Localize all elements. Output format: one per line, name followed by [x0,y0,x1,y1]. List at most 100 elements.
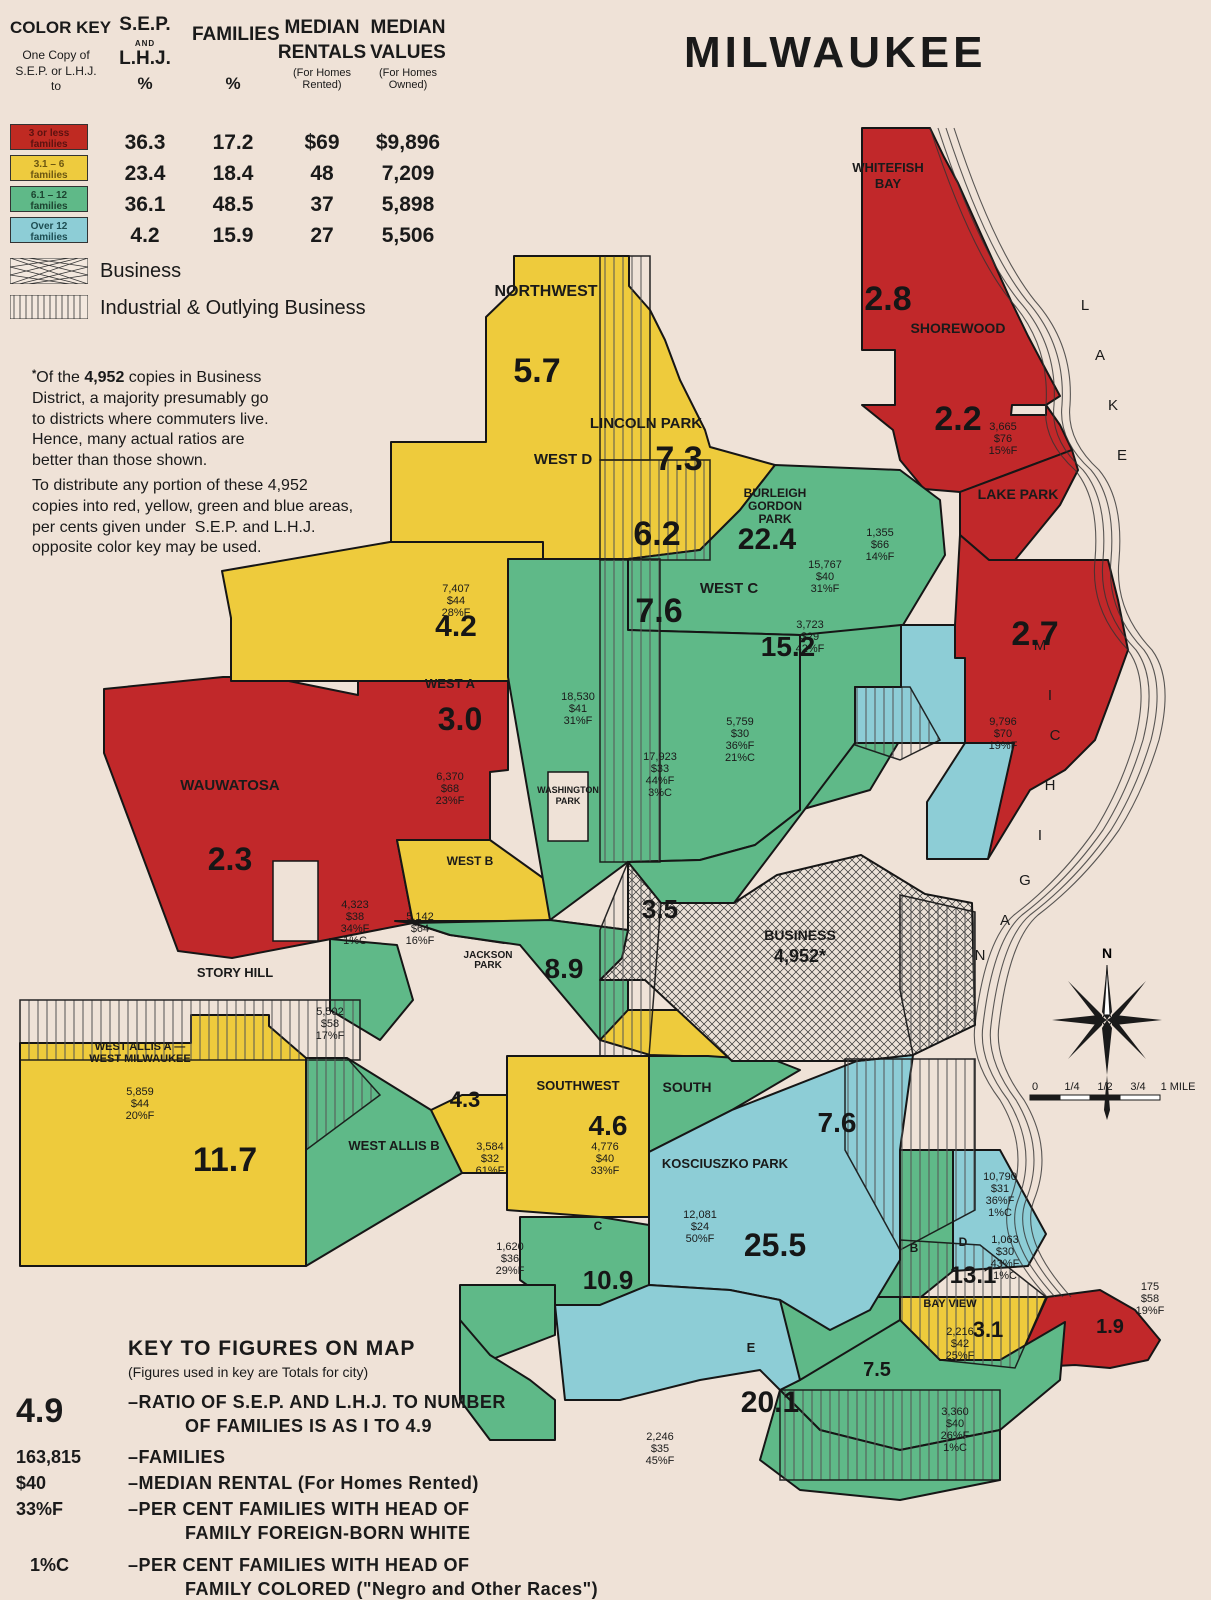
svg-text:E: E [1117,447,1127,464]
svg-text:I: I [1038,827,1042,844]
svg-text:$44: $44 [131,1098,149,1110]
svg-text:1%C: 1%C [943,1442,967,1454]
svg-text:7,407: 7,407 [442,583,470,595]
svg-text:SOUTH: SOUTH [663,1079,712,1095]
svg-text:1/4: 1/4 [1064,1081,1079,1093]
svg-text:5,142: 5,142 [406,911,434,923]
svg-text:4.2: 4.2 [435,610,477,643]
svg-text:6,370: 6,370 [436,771,464,783]
svg-text:19%F: 19%F [989,740,1018,752]
svg-text:GORDON: GORDON [748,499,802,513]
svg-text:E: E [747,1340,756,1355]
svg-text:14%F: 14%F [866,551,895,563]
svg-text:A: A [1000,912,1010,929]
svg-text:BUSINESS: BUSINESS [764,927,836,943]
svg-text:$76: $76 [994,433,1012,445]
svg-text:PARK: PARK [556,796,581,806]
svg-text:$68: $68 [441,783,459,795]
svg-text:SOUTHWEST: SOUTHWEST [536,1078,619,1093]
svg-text:2.8: 2.8 [864,280,911,318]
svg-text:$30: $30 [731,728,749,740]
svg-text:N: N [1102,945,1112,961]
svg-text:25.5: 25.5 [744,1227,806,1263]
svg-text:$40: $40 [596,1153,614,1165]
svg-text:1%C: 1%C [993,1270,1017,1282]
svg-text:WEST D: WEST D [534,451,592,468]
svg-text:LAKE PARK: LAKE PARK [978,486,1059,502]
svg-text:0: 0 [1032,1081,1038,1093]
svg-text:H: H [1045,777,1056,794]
svg-text:7.6: 7.6 [818,1107,857,1138]
svg-text:4.3: 4.3 [450,1087,481,1112]
svg-text:$31: $31 [991,1183,1009,1195]
svg-text:13.1: 13.1 [950,1262,997,1289]
svg-text:K: K [1108,397,1118,414]
svg-text:WEST B: WEST B [447,854,494,868]
svg-text:WEST A: WEST A [425,676,476,691]
svg-text:KOSCIUSZKO PARK: KOSCIUSZKO PARK [662,1156,789,1171]
svg-text:15.2: 15.2 [761,631,816,662]
svg-text:$44: $44 [447,595,465,607]
svg-text:$58: $58 [321,1018,339,1030]
svg-text:3/4: 3/4 [1130,1081,1145,1093]
svg-text:2.2: 2.2 [934,400,981,438]
svg-text:10.9: 10.9 [583,1265,634,1295]
svg-text:33%F: 33%F [591,1165,620,1177]
svg-text:$33: $33 [651,763,669,775]
svg-text:15%F: 15%F [989,445,1018,457]
svg-text:50%F: 50%F [686,1233,715,1245]
svg-text:$58: $58 [1141,1293,1159,1305]
svg-text:26%F: 26%F [941,1430,970,1442]
svg-text:BAY VIEW: BAY VIEW [923,1298,977,1310]
svg-text:6.2: 6.2 [633,515,680,553]
svg-text:$36: $36 [501,1253,519,1265]
svg-text:$32: $32 [481,1153,499,1165]
svg-text:B: B [910,1241,919,1255]
svg-text:8.9: 8.9 [545,953,584,984]
svg-text:$64: $64 [411,923,429,935]
svg-text:4,776: 4,776 [591,1141,619,1153]
svg-text:3,723: 3,723 [796,619,824,631]
svg-text:45%F: 45%F [646,1455,675,1467]
svg-text:1/2: 1/2 [1097,1081,1112,1093]
svg-text:2,216: 2,216 [946,1326,974,1338]
svg-text:$41: $41 [569,703,587,715]
svg-text:20.1: 20.1 [741,1386,799,1419]
svg-text:36%F: 36%F [726,740,755,752]
svg-text:7.5: 7.5 [863,1359,891,1381]
svg-text:2.3: 2.3 [208,841,252,877]
svg-text:3.5: 3.5 [642,894,678,924]
svg-text:7.6: 7.6 [635,592,682,630]
svg-text:15,767: 15,767 [808,559,842,571]
svg-text:$40: $40 [816,571,834,583]
svg-text:3.0: 3.0 [438,701,482,737]
svg-text:23%F: 23%F [436,795,465,807]
svg-text:LINCOLN PARK: LINCOLN PARK [590,415,702,432]
svg-text:17,923: 17,923 [643,751,677,763]
svg-text:C: C [594,1219,603,1233]
svg-text:175: 175 [1141,1281,1159,1293]
svg-text:5.7: 5.7 [513,352,560,390]
svg-text:3.1: 3.1 [973,1317,1004,1342]
svg-text:2.7: 2.7 [1011,615,1058,653]
svg-text:1 MILE: 1 MILE [1161,1081,1196,1093]
svg-text:N: N [975,947,986,964]
svg-text:$40: $40 [946,1418,964,1430]
svg-text:$38: $38 [346,911,364,923]
svg-text:$70: $70 [994,728,1012,740]
svg-text:1,063: 1,063 [991,1234,1019,1246]
svg-text:11.7: 11.7 [193,1141,257,1179]
svg-text:$30: $30 [996,1246,1014,1258]
svg-text:7.3: 7.3 [655,440,702,478]
svg-text:12,081: 12,081 [683,1209,717,1221]
svg-text:WEST MILWAUKEE: WEST MILWAUKEE [89,1053,190,1065]
svg-text:PARK: PARK [474,960,502,971]
svg-text:WAUWATOSA: WAUWATOSA [180,777,280,794]
svg-text:3%C: 3%C [648,787,672,799]
svg-text:1.9: 1.9 [1096,1316,1124,1338]
svg-text:1,355: 1,355 [866,527,894,539]
svg-text:20%F: 20%F [126,1110,155,1122]
svg-text:$35: $35 [651,1443,669,1455]
svg-text:WEST ALLIS B: WEST ALLIS B [348,1138,439,1153]
svg-text:21%C: 21%C [725,752,755,764]
